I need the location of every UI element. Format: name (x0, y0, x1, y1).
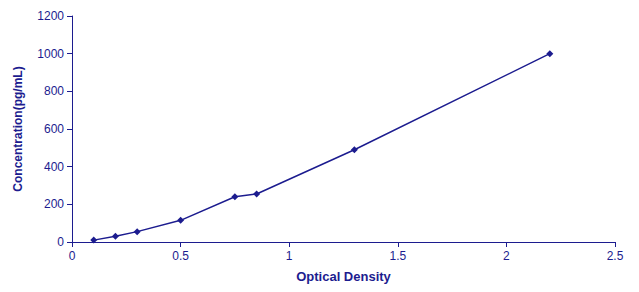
svg-text:2.5: 2.5 (607, 249, 624, 263)
svg-text:600: 600 (44, 122, 64, 136)
svg-text:2: 2 (503, 249, 510, 263)
svg-text:400: 400 (44, 160, 64, 174)
svg-text:0: 0 (69, 249, 76, 263)
svg-text:1000: 1000 (37, 47, 64, 61)
svg-text:1200: 1200 (37, 9, 64, 23)
svg-text:1: 1 (286, 249, 293, 263)
svg-text:Optical Density: Optical Density (296, 269, 391, 284)
svg-text:0.5: 0.5 (172, 249, 189, 263)
svg-text:200: 200 (44, 197, 64, 211)
svg-text:1.5: 1.5 (389, 249, 406, 263)
svg-text:Concentration(pg/mL): Concentration(pg/mL) (11, 66, 25, 191)
svg-text:800: 800 (44, 84, 64, 98)
svg-text:0: 0 (57, 235, 64, 249)
